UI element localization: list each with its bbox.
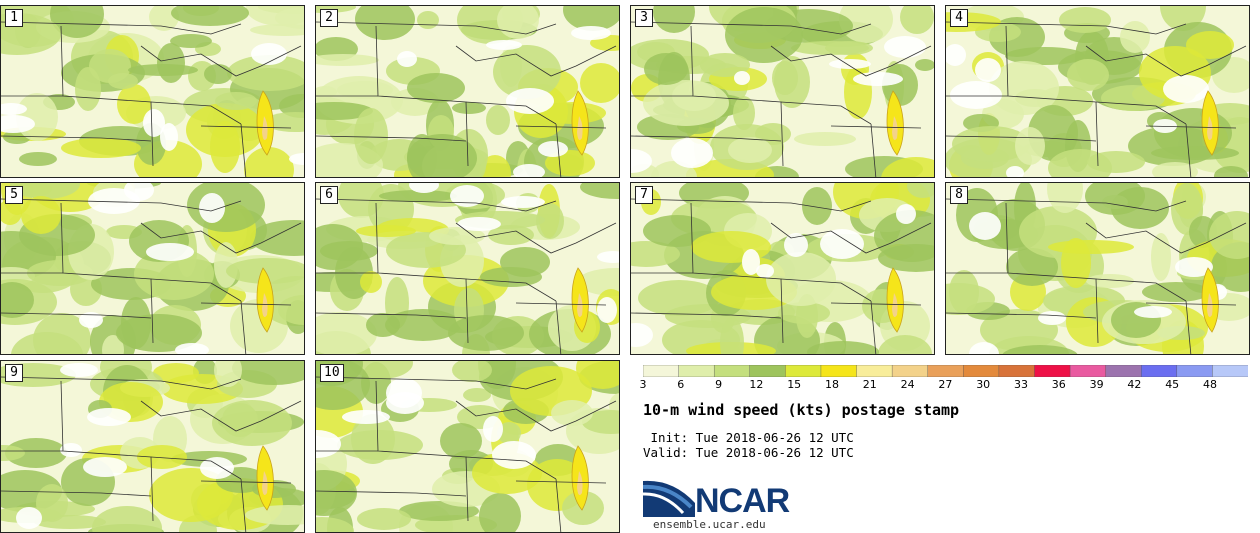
logo-wordmark: NCAR <box>695 482 790 520</box>
colorbar-tick-label: 33 <box>1014 378 1028 391</box>
map-panel: 9 <box>0 360 305 533</box>
colorbar-tick-label: 45 <box>1165 378 1180 391</box>
colorbar-bin <box>642 364 680 378</box>
colorbar-bin <box>998 364 1036 378</box>
panel-label: 4 <box>950 9 968 27</box>
map-panel: 8 <box>945 182 1250 355</box>
colorbar-bin <box>891 364 929 378</box>
colorbar-tick-label: 6 <box>677 378 685 391</box>
map-panel: 2 <box>315 5 620 178</box>
panel-label: 5 <box>5 186 23 204</box>
colorbar <box>642 362 1249 378</box>
colorbar-bin <box>963 364 1000 378</box>
panel-label: 1 <box>5 9 23 27</box>
wind-speed-map <box>946 183 1249 354</box>
colorbar-tick-label: 36 <box>1051 378 1066 391</box>
colorbar-ticks: 3 6 9 12 15 18 21 24 27 30 33 36 39 42 45 48 <box>639 378 1248 394</box>
colorbar-tick-label: 21 <box>862 378 877 391</box>
colorbar-tick-label: 30 <box>976 378 991 391</box>
colorbar-tick-label: 39 <box>1089 378 1104 391</box>
colorbar-tick-label: 27 <box>938 378 953 391</box>
wind-speed-map <box>1 361 304 532</box>
colorbar-bin <box>785 364 822 378</box>
map-panel: 1 <box>0 5 305 178</box>
wind-speed-map <box>316 183 619 354</box>
colorbar-bin <box>927 364 964 378</box>
colorbar-tick-label: 3 <box>639 378 647 391</box>
logo-url: ensemble.ucar.edu <box>653 518 766 531</box>
wind-speed-map <box>946 6 1249 177</box>
colorbar-bin <box>820 364 858 378</box>
colorbar-tick-label: 9 <box>715 378 723 391</box>
wind-speed-map <box>631 6 934 177</box>
map-panel: 10 <box>315 360 620 533</box>
colorbar-bin <box>1212 364 1249 378</box>
map-panel: 3 <box>630 5 935 178</box>
panel-label: 6 <box>320 186 338 204</box>
wind-speed-map <box>1 183 304 354</box>
wind-speed-map <box>631 183 934 354</box>
colorbar-bin <box>1034 364 1071 378</box>
colorbar-bin <box>678 364 715 378</box>
map-panel: 6 <box>315 182 620 355</box>
colorbar-tick-label: 12 <box>749 378 764 391</box>
wind-speed-map <box>1 6 304 177</box>
map-panel: 5 <box>0 182 305 355</box>
panel-label: 7 <box>635 186 653 204</box>
colorbar-tick-label: 42 <box>1127 378 1142 391</box>
colorbar-tick-label: 24 <box>900 378 915 391</box>
chart-title: 10-m wind speed (kts) postage stamp <box>643 401 960 419</box>
panel-label: 8 <box>950 186 968 204</box>
colorbar-tick-label: 48 <box>1203 378 1217 391</box>
colorbar-bin <box>1176 364 1214 378</box>
ncar-logo-icon <box>643 480 695 517</box>
panel-label: 2 <box>320 9 338 27</box>
colorbar-tick-label: 18 <box>825 378 839 391</box>
panel-label: 10 <box>320 364 344 382</box>
wind-speed-map <box>316 6 619 177</box>
map-panel: 4 <box>945 5 1250 178</box>
valid-time: Valid: Tue 2018-06-26 12 UTC <box>643 445 854 460</box>
colorbar-bin <box>1069 364 1107 378</box>
map-panel: 7 <box>630 182 935 355</box>
colorbar-bin <box>1141 364 1178 378</box>
colorbar-tick-label: 15 <box>787 378 802 391</box>
wind-speed-map <box>316 361 619 532</box>
colorbar-bin <box>713 364 751 378</box>
colorbar-bin <box>749 364 787 378</box>
colorbar-bin <box>1105 364 1142 378</box>
panel-label: 3 <box>635 9 653 27</box>
init-time: Init: Tue 2018-06-26 12 UTC <box>643 430 854 445</box>
panel-label: 9 <box>5 364 23 382</box>
colorbar-bin <box>856 364 893 378</box>
